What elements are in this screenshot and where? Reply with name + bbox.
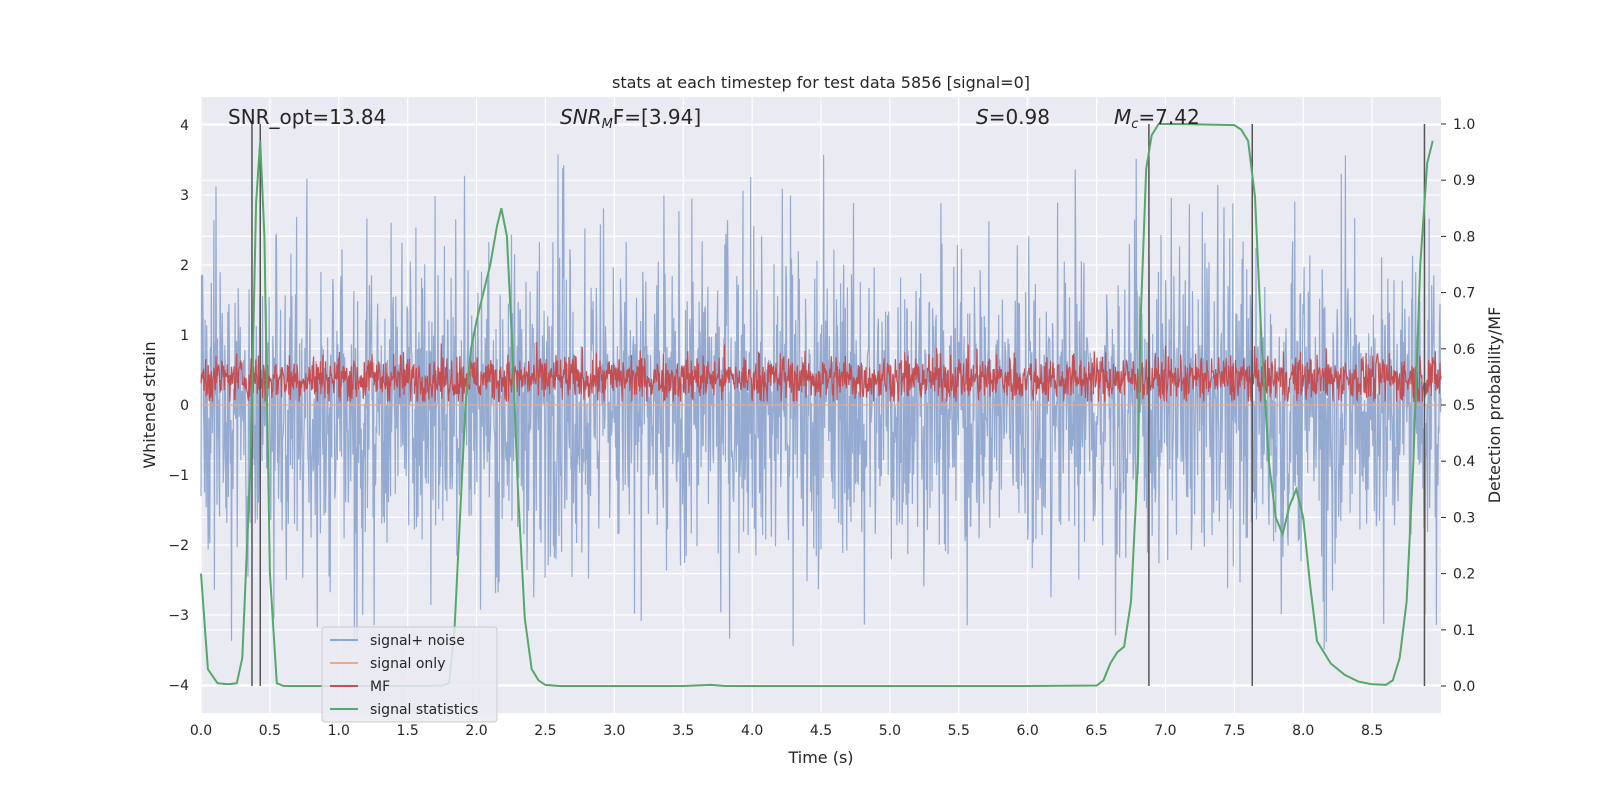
y2-tick-label: 0.9	[1453, 173, 1475, 189]
s-var: S	[976, 105, 989, 129]
y-tick-label: 4	[180, 118, 189, 134]
x-tick-label: 0.0	[190, 723, 212, 739]
x-tick-label: 4.0	[741, 723, 763, 739]
y-tick-label: 3	[180, 188, 189, 204]
y2-tick-label: 0.3	[1453, 510, 1475, 526]
x-tick-label: 8.0	[1292, 723, 1314, 739]
y2-tick-labels: 0.0 0.1 0.2 0.3 0.4 0.5 0.6 0.7 0.8 0.9 1.0	[1441, 117, 1475, 695]
x-tick-label: 7.5	[1223, 723, 1245, 739]
chart-title: stats at each timestep for test data 585…	[612, 73, 1030, 92]
snr-mf-value: F=[3.94]	[613, 105, 701, 129]
y-tick-label: −2	[168, 538, 189, 554]
y-tick-label: 1	[180, 328, 189, 344]
x-tick-label: 3.5	[672, 723, 694, 739]
y2-tick-label: 0.7	[1453, 286, 1475, 302]
x-tick-labels: 0.0 0.5 1.0 1.5 2.0 2.5 3.0 3.5 4.0 4.5 5.0 5.5 6.0 6…	[190, 723, 1383, 739]
legend: signal+ noise signal only MF signal stat…	[321, 626, 498, 723]
x-tick-label: 2.5	[534, 723, 556, 739]
annotation-snr-opt: SNR_opt=13.84	[228, 105, 386, 129]
legend-label-signal-only: signal only	[370, 656, 445, 672]
series-mf-line	[200, 341, 1442, 403]
x-tick-label: 5.0	[879, 723, 901, 739]
legend-box	[321, 626, 498, 723]
x-tick-label: 6.5	[1085, 723, 1107, 739]
mc-var: M	[1114, 105, 1131, 129]
x-tick-label: 0.5	[259, 723, 281, 739]
y2-tick-label: 0.8	[1453, 229, 1475, 245]
x-tick-label: 1.5	[397, 723, 419, 739]
x-tick-label: 5.5	[948, 723, 970, 739]
y-axis-label: Whitened strain	[140, 341, 159, 468]
snr-mf-var: SNR	[560, 105, 602, 129]
y2-tick-label: 0.2	[1453, 567, 1475, 583]
annotation-s: S=0.98	[976, 105, 1050, 129]
legend-label-noise: signal+ noise	[370, 633, 465, 649]
y2-tick-label: 0.6	[1453, 342, 1475, 358]
x-tick-label: 8.5	[1361, 723, 1383, 739]
x-tick-label: 2.0	[465, 723, 487, 739]
x-tick-label: 6.0	[1017, 723, 1039, 739]
x-tick-label: 1.0	[328, 723, 350, 739]
y2-tick-label: 0.4	[1453, 454, 1475, 470]
y-tick-label: −3	[168, 608, 189, 624]
y2-tick-label: 1.0	[1453, 117, 1475, 133]
y2-tick-label: 0.5	[1453, 398, 1475, 414]
noise-series-layer	[200, 154, 1442, 650]
series-signal-noise-line	[200, 154, 1442, 650]
x-tick-label: 3.0	[603, 723, 625, 739]
y-tick-label: 0	[180, 398, 189, 414]
mc-value: =7.42	[1138, 105, 1199, 129]
x-axis-label: Time (s)	[787, 748, 853, 767]
legend-label-mf: MF	[370, 679, 390, 695]
y2-axis-label: Detection probability/MF	[1485, 307, 1504, 504]
y-tick-label: 2	[180, 258, 189, 274]
annotation-snr-mf: SNRMF=[3.94]	[560, 105, 701, 132]
stats-series-layer	[200, 123, 1434, 687]
x-tick-label: 7.0	[1154, 723, 1176, 739]
y-tick-labels: −4 −3 −2 −1 0 1 2 3 4	[168, 118, 189, 694]
y-tick-label: −4	[168, 678, 189, 694]
snr-mf-subscript: M	[602, 117, 613, 132]
y-tick-label: −1	[168, 468, 189, 484]
y2-tick-label: 0.0	[1453, 679, 1475, 695]
series-signal-statistics-line	[200, 123, 1434, 687]
x-tick-label: 4.5	[810, 723, 832, 739]
s-value: =0.98	[989, 105, 1050, 129]
annotation-mc: Mc=7.42	[1114, 105, 1200, 132]
legend-label-signal-statistics: signal statistics	[370, 702, 478, 718]
mf-series-layer	[200, 341, 1442, 403]
mc-subscript: c	[1131, 117, 1138, 132]
y2-tick-label: 0.1	[1453, 623, 1475, 639]
